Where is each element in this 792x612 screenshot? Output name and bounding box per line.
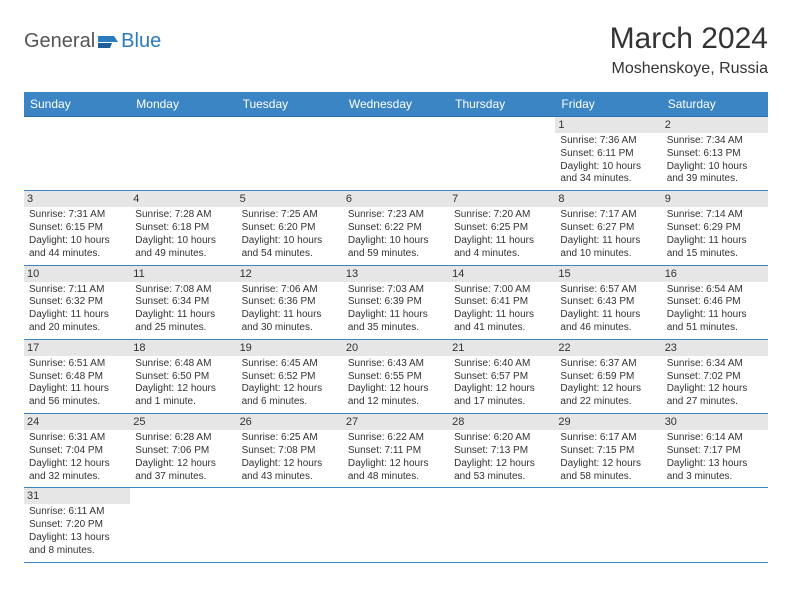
day-number: 26 [237, 414, 343, 430]
logo-text-blue: Blue [121, 30, 161, 53]
calendar-head: SundayMondayTuesdayWednesdayThursdayFrid… [24, 92, 768, 117]
weekday-header: Tuesday [237, 92, 343, 117]
day-number: 11 [130, 266, 236, 282]
calendar-day: 13Sunrise: 7:03 AMSunset: 6:39 PMDayligh… [343, 265, 449, 339]
day-number: 28 [449, 414, 555, 430]
day-number: 20 [343, 340, 449, 356]
calendar-day: 23Sunrise: 6:34 AMSunset: 7:02 PMDayligh… [662, 339, 768, 413]
day-number: 22 [555, 340, 661, 356]
day-number: 30 [662, 414, 768, 430]
calendar-day: 14Sunrise: 7:00 AMSunset: 6:41 PMDayligh… [449, 265, 555, 339]
title-block: March 2024 Moshenskoye, Russia [610, 22, 768, 78]
day-number: 16 [662, 266, 768, 282]
calendar-day: 27Sunrise: 6:22 AMSunset: 7:11 PMDayligh… [343, 414, 449, 488]
day-number: 1 [555, 117, 661, 133]
day-number: 23 [662, 340, 768, 356]
calendar-row: 31Sunrise: 6:11 AMSunset: 7:20 PMDayligh… [24, 488, 768, 562]
calendar-day: 18Sunrise: 6:48 AMSunset: 6:50 PMDayligh… [130, 339, 236, 413]
day-number: 17 [24, 340, 130, 356]
day-number: 9 [662, 191, 768, 207]
flag-icon [98, 35, 118, 49]
calendar-day: 28Sunrise: 6:20 AMSunset: 7:13 PMDayligh… [449, 414, 555, 488]
calendar-day: 10Sunrise: 7:11 AMSunset: 6:32 PMDayligh… [24, 265, 130, 339]
calendar-day: 25Sunrise: 6:28 AMSunset: 7:06 PMDayligh… [130, 414, 236, 488]
calendar-empty [343, 488, 449, 562]
location: Moshenskoye, Russia [610, 60, 768, 78]
calendar-row: 10Sunrise: 7:11 AMSunset: 6:32 PMDayligh… [24, 265, 768, 339]
calendar-day: 6Sunrise: 7:23 AMSunset: 6:22 PMDaylight… [343, 191, 449, 265]
calendar-row: 1Sunrise: 7:36 AMSunset: 6:11 PMDaylight… [24, 117, 768, 191]
day-number: 18 [130, 340, 236, 356]
day-number: 2 [662, 117, 768, 133]
weekday-header: Monday [130, 92, 236, 117]
weekday-header: Friday [555, 92, 661, 117]
day-number: 21 [449, 340, 555, 356]
calendar-day: 24Sunrise: 6:31 AMSunset: 7:04 PMDayligh… [24, 414, 130, 488]
day-number: 8 [555, 191, 661, 207]
calendar-day: 29Sunrise: 6:17 AMSunset: 7:15 PMDayligh… [555, 414, 661, 488]
day-number: 7 [449, 191, 555, 207]
day-number: 12 [237, 266, 343, 282]
day-number: 15 [555, 266, 661, 282]
calendar-day: 21Sunrise: 6:40 AMSunset: 6:57 PMDayligh… [449, 339, 555, 413]
calendar-day: 20Sunrise: 6:43 AMSunset: 6:55 PMDayligh… [343, 339, 449, 413]
calendar-empty [449, 488, 555, 562]
calendar-empty [24, 117, 130, 191]
calendar-day: 11Sunrise: 7:08 AMSunset: 6:34 PMDayligh… [130, 265, 236, 339]
calendar-table: SundayMondayTuesdayWednesdayThursdayFrid… [24, 92, 768, 563]
calendar-day: 16Sunrise: 6:54 AMSunset: 6:46 PMDayligh… [662, 265, 768, 339]
day-number: 14 [449, 266, 555, 282]
day-number: 29 [555, 414, 661, 430]
calendar-day: 26Sunrise: 6:25 AMSunset: 7:08 PMDayligh… [237, 414, 343, 488]
calendar-day: 12Sunrise: 7:06 AMSunset: 6:36 PMDayligh… [237, 265, 343, 339]
calendar-day: 31Sunrise: 6:11 AMSunset: 7:20 PMDayligh… [24, 488, 130, 562]
calendar-empty [237, 117, 343, 191]
day-number: 3 [24, 191, 130, 207]
calendar-day: 1Sunrise: 7:36 AMSunset: 6:11 PMDaylight… [555, 117, 661, 191]
calendar-day: 3Sunrise: 7:31 AMSunset: 6:15 PMDaylight… [24, 191, 130, 265]
day-number: 10 [24, 266, 130, 282]
calendar-day: 17Sunrise: 6:51 AMSunset: 6:48 PMDayligh… [24, 339, 130, 413]
header: General Blue March 2024 Moshenskoye, Rus… [24, 22, 768, 78]
calendar-day: 30Sunrise: 6:14 AMSunset: 7:17 PMDayligh… [662, 414, 768, 488]
calendar-empty [555, 488, 661, 562]
calendar-day: 19Sunrise: 6:45 AMSunset: 6:52 PMDayligh… [237, 339, 343, 413]
day-number: 5 [237, 191, 343, 207]
calendar-day: 7Sunrise: 7:20 AMSunset: 6:25 PMDaylight… [449, 191, 555, 265]
calendar-row: 24Sunrise: 6:31 AMSunset: 7:04 PMDayligh… [24, 414, 768, 488]
day-number: 4 [130, 191, 236, 207]
weekday-header: Thursday [449, 92, 555, 117]
day-number: 25 [130, 414, 236, 430]
weekday-header: Wednesday [343, 92, 449, 117]
calendar-empty [130, 488, 236, 562]
day-number: 19 [237, 340, 343, 356]
logo-text-general: General [24, 30, 95, 53]
calendar-empty [449, 117, 555, 191]
day-number: 13 [343, 266, 449, 282]
calendar-day: 22Sunrise: 6:37 AMSunset: 6:59 PMDayligh… [555, 339, 661, 413]
calendar-row: 3Sunrise: 7:31 AMSunset: 6:15 PMDaylight… [24, 191, 768, 265]
calendar-empty [237, 488, 343, 562]
logo: General Blue [24, 30, 161, 53]
day-number: 6 [343, 191, 449, 207]
weekday-header: Sunday [24, 92, 130, 117]
calendar-day: 15Sunrise: 6:57 AMSunset: 6:43 PMDayligh… [555, 265, 661, 339]
calendar-body: 1Sunrise: 7:36 AMSunset: 6:11 PMDaylight… [24, 117, 768, 563]
day-number: 27 [343, 414, 449, 430]
calendar-day: 9Sunrise: 7:14 AMSunset: 6:29 PMDaylight… [662, 191, 768, 265]
calendar-empty [662, 488, 768, 562]
calendar-empty [343, 117, 449, 191]
page-title: March 2024 [610, 22, 768, 56]
calendar-day: 8Sunrise: 7:17 AMSunset: 6:27 PMDaylight… [555, 191, 661, 265]
calendar-day: 4Sunrise: 7:28 AMSunset: 6:18 PMDaylight… [130, 191, 236, 265]
day-number: 31 [24, 488, 130, 504]
calendar-row: 17Sunrise: 6:51 AMSunset: 6:48 PMDayligh… [24, 339, 768, 413]
calendar-day: 5Sunrise: 7:25 AMSunset: 6:20 PMDaylight… [237, 191, 343, 265]
calendar-empty [130, 117, 236, 191]
day-number: 24 [24, 414, 130, 430]
weekday-header: Saturday [662, 92, 768, 117]
calendar-day: 2Sunrise: 7:34 AMSunset: 6:13 PMDaylight… [662, 117, 768, 191]
